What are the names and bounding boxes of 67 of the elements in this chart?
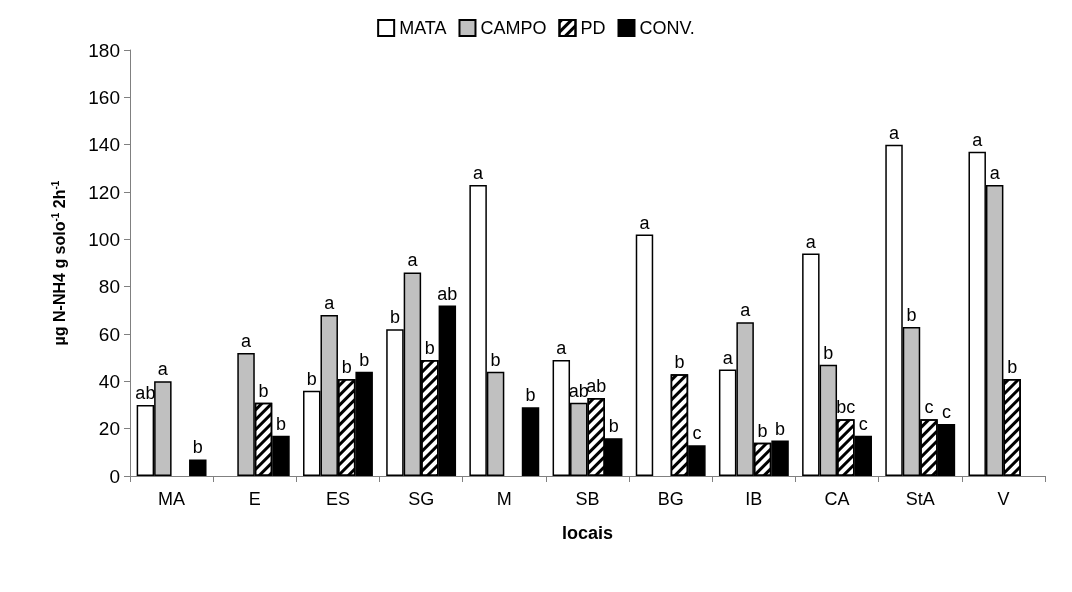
data-label: a: [722, 347, 734, 368]
y-tick-label: 80: [98, 276, 120, 298]
data-label: b: [258, 380, 269, 401]
x-tick-label: ES: [325, 489, 350, 509]
data-label: a: [889, 122, 901, 143]
data-label: b: [192, 437, 203, 458]
y-tick-label: 40: [98, 370, 120, 392]
data-label: a: [740, 300, 752, 321]
legend-label: MATA: [399, 18, 447, 38]
data-label: a: [972, 129, 984, 150]
data-label: b: [757, 420, 768, 441]
data-label: a: [473, 162, 485, 183]
y-tick-label: 100: [88, 228, 120, 250]
x-tick-label: MA: [158, 489, 186, 509]
y-tick-label: 160: [88, 86, 120, 108]
data-label: c: [692, 423, 702, 444]
data-label: b: [906, 304, 917, 325]
y-tick-label: 180: [88, 39, 120, 61]
data-label: c: [941, 401, 951, 422]
data-label: b: [775, 418, 786, 439]
data-label: b: [490, 349, 501, 370]
data-label: a: [556, 338, 568, 359]
data-label: b: [359, 349, 370, 370]
bar: [189, 459, 207, 476]
legend-label: CONV.: [639, 18, 695, 38]
x-axis-title: locais: [561, 523, 614, 543]
data-label: b: [608, 416, 619, 437]
data-label: b: [674, 352, 685, 373]
x-tick-label: StA: [905, 489, 935, 509]
x-tick-label: BG: [657, 489, 684, 509]
x-tick-label: E: [248, 489, 261, 509]
legend-label: CAMPO: [480, 18, 547, 38]
data-label: a: [639, 212, 651, 233]
data-label: c: [858, 413, 868, 434]
legend-label: PD: [580, 18, 606, 38]
data-label: b: [424, 338, 435, 359]
x-tick-label: SB: [575, 489, 600, 509]
data-label: bc: [836, 397, 856, 418]
bar: [521, 407, 540, 476]
data-label: b: [306, 368, 317, 389]
data-label: b: [1007, 356, 1018, 377]
data-label: b: [525, 385, 536, 406]
data-label: a: [805, 231, 817, 252]
y-tick-label: 120: [88, 181, 120, 203]
data-label: b: [389, 307, 400, 328]
x-tick-label: SG: [408, 489, 435, 509]
data-label: a: [324, 293, 336, 314]
data-label: a: [407, 250, 419, 271]
bar: [635, 234, 654, 476]
data-label: ab: [437, 283, 458, 304]
data-label: ab: [568, 380, 589, 401]
data-label: a: [157, 359, 169, 380]
y-tick-label: 140: [88, 134, 120, 156]
data-label: a: [989, 162, 1001, 183]
data-label: b: [823, 342, 834, 363]
x-tick-label: V: [997, 489, 1010, 509]
x-tick-label: M: [496, 489, 512, 509]
x-tick-label: CA: [824, 489, 850, 509]
data-label: b: [275, 413, 286, 434]
y-tick-label: 60: [98, 323, 120, 345]
y-tick-label: 20: [98, 418, 120, 440]
data-label: b: [341, 356, 352, 377]
x-tick-label: IB: [745, 489, 763, 509]
y-axis-title: µg N-NH4 g solo-1 2h-1: [49, 180, 68, 346]
y-tick-label: 0: [109, 465, 120, 487]
data-label: c: [924, 397, 934, 418]
data-label: a: [241, 330, 253, 351]
